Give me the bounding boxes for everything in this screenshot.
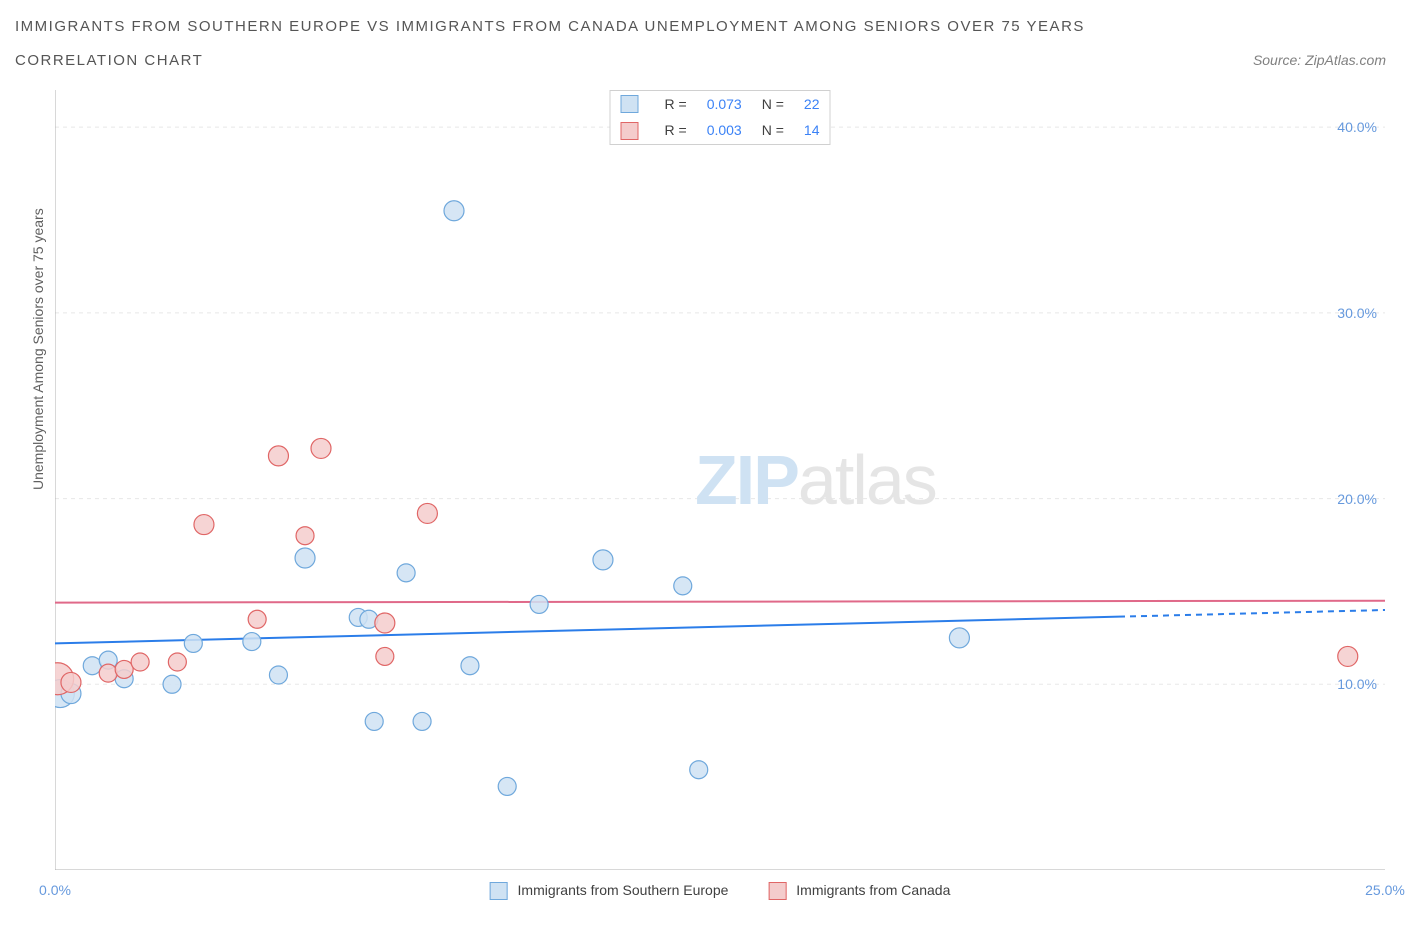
y-tick-label: 10.0% [1337,676,1377,692]
x-tick-label: 0.0% [39,882,71,898]
legend-correlation: R =0.073N =22R =0.003N =14 [610,90,831,145]
chart-title: IMMIGRANTS FROM SOUTHERN EUROPE VS IMMIG… [15,18,1085,35]
chart-subtitle: CORRELATION CHART [15,52,203,69]
plot-area: ZIPatlas R =0.073N =22R =0.003N =14 Immi… [55,90,1385,870]
y-axis-label: Unemployment Among Seniors over 75 years [30,208,46,490]
y-tick-label: 40.0% [1337,119,1377,135]
scatter-chart [55,90,1385,870]
x-tick-label: 25.0% [1365,882,1405,898]
legend-series: Immigrants from Southern Europe Immigran… [470,882,971,900]
y-tick-label: 30.0% [1337,305,1377,321]
source-label: Source: ZipAtlas.com [1253,52,1386,68]
y-tick-label: 20.0% [1337,491,1377,507]
